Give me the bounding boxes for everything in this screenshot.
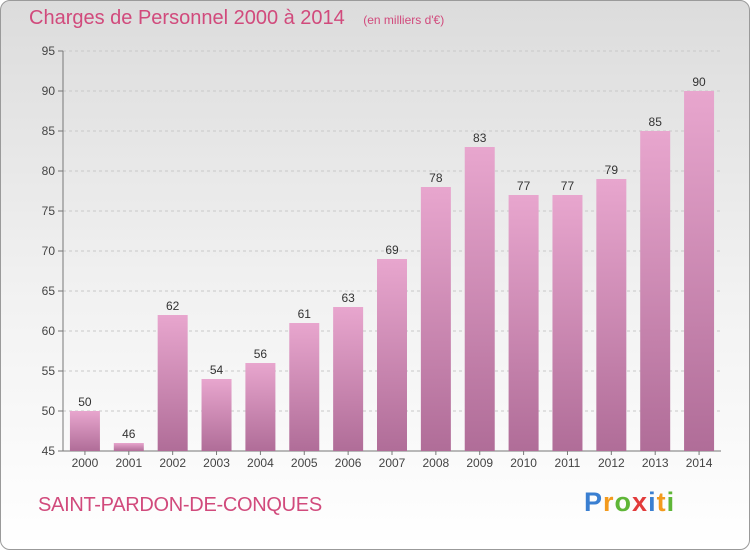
bar-2002 [157, 315, 188, 451]
x-tick-label-2001: 2001 [115, 456, 142, 470]
chart-title: Charges de Personnel 2000 à 2014 [29, 7, 345, 29]
value-label-2004: 56 [254, 347, 268, 361]
x-tick-label-2000: 2000 [72, 456, 99, 470]
x-tick-label-2013: 2013 [642, 456, 669, 470]
bar-2000 [69, 411, 100, 451]
y-tick-label: 95 [42, 44, 56, 58]
x-tick-label-2010: 2010 [510, 456, 537, 470]
y-tick-label: 75 [42, 204, 56, 218]
value-label-2002: 62 [166, 299, 180, 313]
bar-2014 [684, 91, 715, 451]
bar-2007 [377, 259, 407, 451]
bar-2013 [640, 131, 671, 451]
bar-2010 [508, 195, 539, 451]
x-tick-label-2007: 2007 [379, 456, 406, 470]
bar-2009 [464, 147, 495, 451]
logo-letter: t [656, 487, 667, 517]
y-tick-label: 55 [42, 364, 56, 378]
y-tick-label: 60 [42, 324, 56, 338]
proxiti-logo[interactable]: Proxiti [584, 487, 675, 518]
value-label-2001: 46 [122, 427, 136, 441]
x-tick-label-2014: 2014 [686, 456, 713, 470]
value-label-2008: 78 [429, 171, 443, 185]
y-tick-label: 70 [42, 244, 56, 258]
value-label-2007: 69 [385, 243, 399, 257]
value-label-2005: 61 [298, 307, 312, 321]
x-tick-label-2008: 2008 [423, 456, 450, 470]
x-tick-label-2006: 2006 [335, 456, 362, 470]
x-tick-label-2004: 2004 [247, 456, 274, 470]
value-label-2012: 79 [605, 163, 619, 177]
y-tick-label: 85 [42, 124, 56, 138]
x-tick-label-2005: 2005 [291, 456, 318, 470]
bar-2003 [201, 379, 232, 451]
value-label-2003: 54 [210, 363, 224, 377]
bars [69, 91, 715, 451]
x-tick-label-2003: 2003 [203, 456, 230, 470]
x-tick-label-2012: 2012 [598, 456, 625, 470]
x-tick-label-2002: 2002 [159, 456, 186, 470]
logo-letter: P [584, 487, 604, 517]
y-tick-label: 50 [42, 404, 56, 418]
value-label-2011: 77 [561, 179, 575, 193]
logo-letter: i [648, 487, 657, 517]
y-tick-label: 65 [42, 284, 56, 298]
tick-labels: 45 50 55 60 65 70 75 80 85 90 95 2000 2001 2002 2003 20… [42, 44, 713, 470]
bar-2012 [596, 179, 627, 451]
y-tick-label: 80 [42, 164, 56, 178]
y-tick-label: 90 [42, 84, 56, 98]
title-row: Charges de Personnel 2000 à 2014 (en mil… [29, 7, 444, 30]
y-tick-label: 45 [42, 444, 56, 458]
value-label-2010: 77 [517, 179, 531, 193]
logo-letter: o [614, 487, 633, 517]
bar-2011 [552, 195, 583, 451]
value-label-2009: 83 [473, 131, 487, 145]
bar-2004 [245, 363, 276, 451]
value-label-2013: 85 [649, 115, 663, 129]
x-tick-label-2009: 2009 [466, 456, 493, 470]
chart-subtitle: (en milliers d'€) [363, 13, 445, 27]
bar-2001 [113, 443, 144, 451]
bar-2006 [333, 307, 364, 451]
logo-letter: x [632, 487, 649, 517]
bar-2005 [289, 323, 320, 451]
value-label-2006: 63 [341, 291, 355, 305]
logo-letter: r [603, 487, 615, 517]
bar-2008 [420, 187, 451, 451]
value-label-2014: 90 [692, 75, 706, 89]
commune-name: SAINT-PARDON-DE-CONQUES [38, 494, 322, 516]
x-tick-label-2011: 2011 [555, 456, 581, 470]
logo-letter: i [666, 487, 676, 517]
value-label-2000: 50 [78, 395, 92, 409]
value-labels: 50 46 62 54 56 61 63 69 78 83 77 77 79 85 90 [78, 75, 706, 441]
